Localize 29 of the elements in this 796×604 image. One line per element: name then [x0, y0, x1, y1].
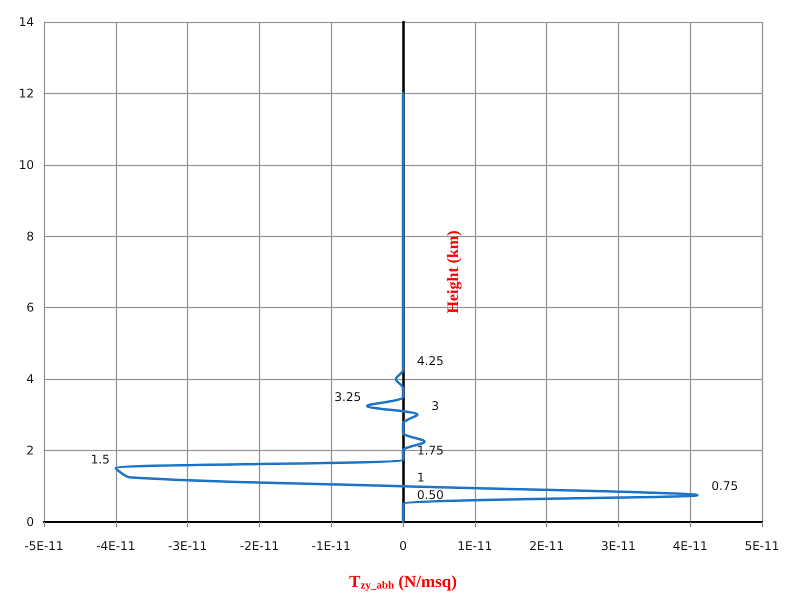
line-series [114, 92, 699, 524]
annotation: 0.50 [417, 488, 444, 502]
annotation: 1.75 [417, 444, 444, 458]
y-tick-label: 6 [26, 300, 34, 315]
y-tick-label: 12 [18, 86, 34, 100]
annotation: 3 [431, 398, 439, 413]
x-tick-label: -1E-11 [312, 539, 351, 553]
x-tick-label: -3E-11 [168, 539, 208, 553]
annotation: 1 [417, 470, 425, 484]
y-tick-label: 10 [18, 158, 34, 172]
y-tick-label: 14 [18, 15, 34, 29]
x-tick-label: -5E-11 [24, 539, 64, 553]
annotation: 0.75 [711, 479, 738, 494]
x-tick-label: -4E-11 [96, 539, 136, 553]
annotation: 3.25 [334, 390, 362, 404]
y-axis-title: Height (km) [444, 230, 462, 314]
x-tick-label: 0 [399, 539, 407, 553]
y-tick-label: 2 [26, 444, 34, 458]
annotation: 4.25 [417, 354, 444, 368]
x-tick-label: 5E-11 [744, 539, 780, 553]
annotation: 1.5 [90, 452, 110, 466]
x-tick-label: 1E-11 [457, 539, 492, 553]
x-tick-label: 3E-11 [600, 539, 636, 553]
y-tick-label: 4 [26, 372, 34, 386]
y-tick-label: 0 [26, 515, 34, 529]
x-tick-label: 2E-11 [529, 539, 564, 553]
x-tick-label: 4E-11 [672, 539, 708, 553]
x-tick-label: -2E-11 [240, 539, 279, 553]
y-tick-label: 8 [26, 229, 34, 244]
